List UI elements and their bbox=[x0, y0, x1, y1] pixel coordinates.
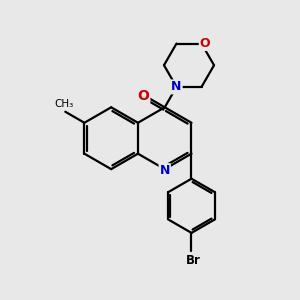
Text: CH₃: CH₃ bbox=[54, 99, 74, 110]
Text: O: O bbox=[137, 89, 149, 103]
Text: N: N bbox=[171, 80, 182, 93]
Text: O: O bbox=[200, 37, 210, 50]
Text: Br: Br bbox=[185, 254, 200, 267]
Text: N: N bbox=[160, 164, 170, 177]
